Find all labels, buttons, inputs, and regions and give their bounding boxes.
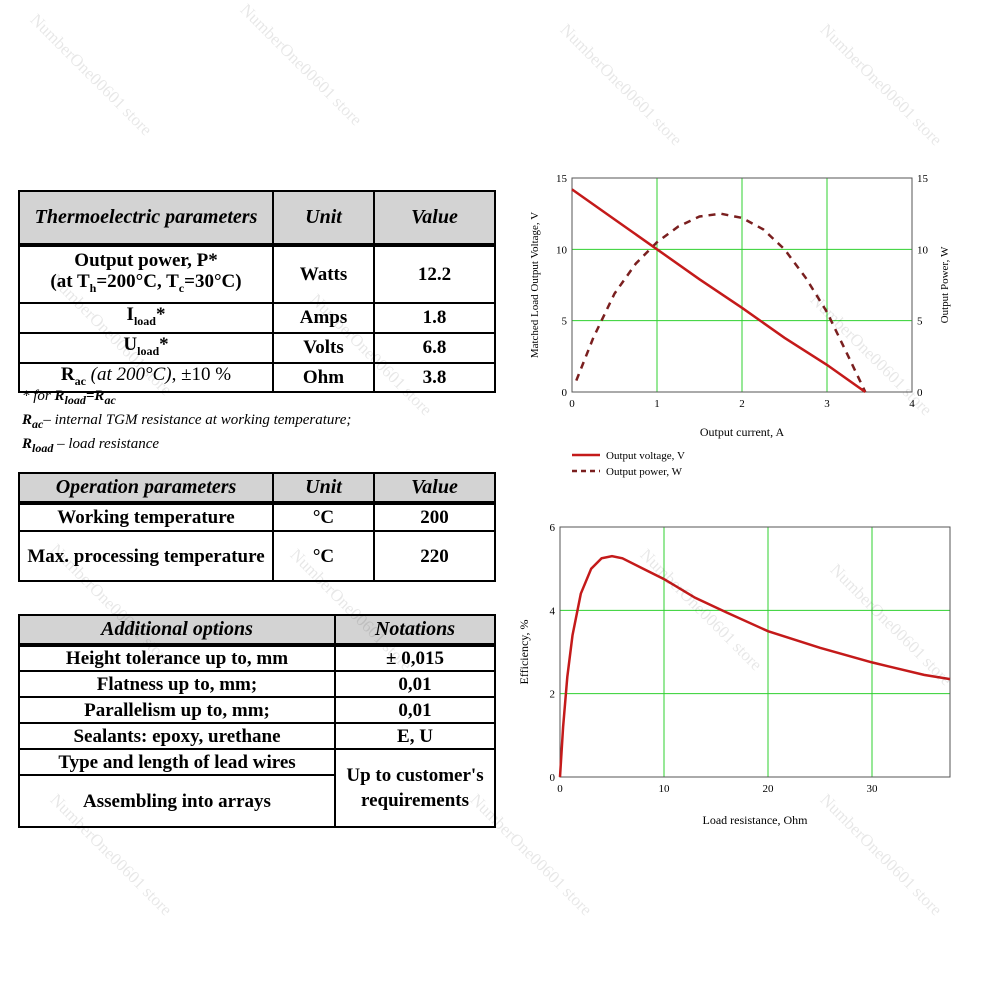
- x-axis-label: Load resistance, Ohm: [703, 813, 809, 827]
- footnote-matched-load: * for Rload=Rac: [22, 388, 116, 407]
- header-additional-options: Additional options: [18, 614, 336, 647]
- x-tick-label: 1: [654, 398, 660, 410]
- x-tick-label: 30: [867, 783, 879, 795]
- chart-grid: [560, 527, 950, 777]
- working-temperature-label: Working temperature: [18, 502, 274, 532]
- header-value: Value: [373, 190, 496, 247]
- output-power-value: 12.2: [373, 244, 496, 304]
- y-tick-label: 5: [562, 316, 568, 328]
- output-power-line: [575, 212, 867, 393]
- option-label: Parallelism up to, mm;: [18, 696, 336, 724]
- x-axis-label: Output current, A: [700, 425, 785, 439]
- footnote-rac: Rac– internal TGM resistance at working …: [22, 412, 352, 431]
- max-processing-temperature-unit: °C: [272, 530, 375, 582]
- max-processing-temperature-label: Max. processing temperature: [18, 530, 274, 582]
- legend-power-label: Output power, W: [606, 466, 683, 478]
- y-tick-label: 6: [550, 522, 556, 534]
- efficiency-chart: 0 10 20 30 0 2 4 6 Load resistance, Ohm Efficie…: [517, 522, 951, 827]
- header-thermoelectric-parameters: Thermoelectric parameters: [18, 190, 274, 247]
- header-unit: Unit: [272, 190, 375, 247]
- iload-unit: Amps: [272, 302, 375, 334]
- efficiency-line: [558, 554, 951, 778]
- rac-value: 3.8: [373, 361, 496, 394]
- watermark-text: NumberOne00601 store: [236, 0, 366, 130]
- plot-frame: [571, 177, 913, 393]
- y-tick-label: 0: [562, 387, 568, 399]
- option-label: Type and length of lead wires: [18, 748, 336, 776]
- operation-parameters-table: Operation parameters Unit Value Working …: [18, 472, 496, 582]
- watermark-text: NumberOne00601 store: [26, 10, 156, 140]
- x-tick-label: 4: [909, 398, 915, 410]
- watermark-text: NumberOne00601 store: [816, 20, 946, 150]
- y-axis-label: Efficiency, %: [517, 620, 531, 685]
- rac-label: Rac (at 200°C), ±10 %: [18, 361, 274, 394]
- max-processing-temperature-value: 220: [373, 530, 496, 582]
- rac-unit: Ohm: [272, 361, 375, 394]
- option-label: Flatness up to, mm;: [18, 670, 336, 698]
- header-value: Value: [373, 472, 496, 505]
- legend-voltage-label: Output voltage, V: [606, 450, 685, 462]
- footnote-rload: Rload – load resistance: [22, 436, 160, 455]
- option-label: Height tolerance up to, mm: [18, 644, 336, 672]
- y-axis-label: Matched Load Output Voltage, V: [529, 212, 541, 358]
- iload-label: Iload*: [18, 302, 274, 334]
- header-unit: Unit: [272, 472, 375, 505]
- y2-tick-label: 15: [917, 173, 929, 185]
- option-notation-merged: Up to customer's requirements: [334, 748, 496, 828]
- y-tick-label: 0: [550, 772, 556, 784]
- uload-value: 6.8: [373, 331, 496, 364]
- chart-grid: [572, 178, 912, 392]
- option-label: Sealants: epoxy, urethane: [18, 722, 336, 750]
- iload-value: 1.8: [373, 302, 496, 334]
- working-temperature-value: 200: [373, 502, 496, 532]
- y2-tick-label: 0: [917, 387, 923, 399]
- y2-tick-label: 10: [917, 244, 929, 256]
- option-notation: E, U: [334, 722, 496, 750]
- y2-tick-label: 5: [917, 316, 923, 328]
- thermoelectric-parameters-table: Thermoelectric parameters Unit Value Out…: [18, 190, 496, 394]
- header-operation-parameters: Operation parameters: [18, 472, 274, 505]
- tick-labels: 0 10 20 30 0 2 4 6: [550, 522, 879, 795]
- x-tick-label: 0: [557, 783, 563, 795]
- working-temperature-unit: °C: [272, 502, 375, 532]
- option-notation: 0,01: [334, 670, 496, 698]
- x-tick-label: 3: [824, 398, 830, 410]
- output-power-unit: Watts: [272, 244, 375, 304]
- plot-frame: [559, 526, 951, 778]
- y-tick-label: 15: [556, 173, 568, 185]
- option-notation: 0,01: [334, 696, 496, 724]
- watermark-text: NumberOne00601 store: [556, 20, 686, 150]
- additional-options-table: Additional options Notations Height tole…: [18, 614, 496, 828]
- legend: Output voltage, V Output power, W: [572, 450, 685, 478]
- uload-unit: Volts: [272, 331, 375, 364]
- footnotes: * for Rload=Rac Rac– internal TGM resist…: [22, 386, 351, 458]
- y-tick-label: 2: [550, 689, 556, 701]
- uload-label: Uload*: [18, 331, 274, 364]
- y-tick-label: 4: [550, 605, 556, 617]
- y-tick-label: 10: [556, 244, 568, 256]
- x-tick-label: 2: [739, 398, 745, 410]
- output-voltage-line: [571, 188, 867, 394]
- y2-axis-label: Output Power, W: [939, 246, 951, 323]
- output-power-label: Output power, P* (at Th=200°C, Tc=30°C): [18, 244, 274, 304]
- header-notations: Notations: [334, 614, 496, 647]
- x-tick-label: 20: [763, 783, 775, 795]
- option-label: Assembling into arrays: [18, 774, 336, 828]
- x-tick-label: 0: [569, 398, 575, 410]
- x-tick-label: 10: [659, 783, 671, 795]
- option-notation: ± 0,015: [334, 644, 496, 672]
